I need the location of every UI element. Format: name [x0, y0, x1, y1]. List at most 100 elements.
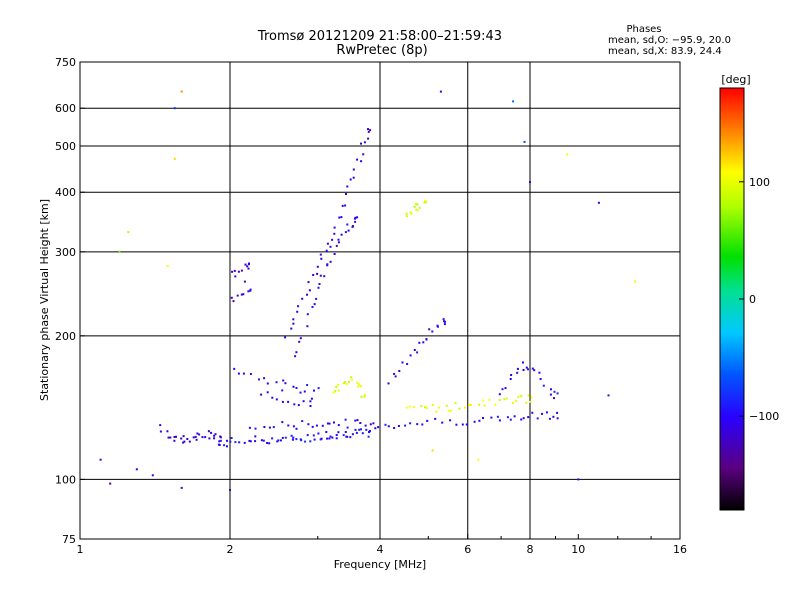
data-point [306, 434, 309, 437]
data-point [498, 399, 501, 402]
data-point [374, 427, 377, 430]
data-point [424, 199, 427, 202]
data-point [268, 426, 271, 429]
data-point [229, 440, 232, 443]
x-tick-label: 1 [77, 543, 84, 556]
data-point [352, 225, 354, 228]
data-point [335, 244, 338, 247]
data-point [523, 140, 526, 143]
data-point [213, 437, 216, 440]
data-point [530, 396, 533, 399]
data-point [359, 422, 362, 424]
data-point [204, 436, 207, 439]
data-point [443, 323, 446, 326]
data-point [369, 423, 372, 426]
data-point [337, 431, 340, 434]
data-point [360, 395, 363, 398]
data-point [418, 206, 421, 209]
data-point [522, 369, 525, 371]
data-point [287, 400, 290, 403]
data-point [333, 232, 336, 235]
data-point [333, 226, 336, 229]
data-point [320, 257, 323, 260]
data-point [151, 474, 154, 477]
colorbar-tick-label: 0 [749, 293, 756, 306]
data-point [249, 440, 252, 443]
data-point [309, 405, 312, 407]
data-point [542, 384, 545, 387]
x-tick-label: 16 [673, 543, 687, 556]
data-point [414, 203, 417, 206]
data-point [365, 428, 368, 431]
data-point [249, 288, 252, 291]
stats-heading: Phases [626, 24, 661, 35]
data-point [454, 402, 457, 405]
colorbar-tick-label: 100 [749, 176, 770, 189]
data-point [510, 374, 513, 376]
colorbar-label: [deg] [721, 73, 750, 86]
data-point [439, 90, 442, 93]
data-point [295, 438, 298, 441]
data-point [442, 318, 445, 321]
data-point [284, 382, 287, 385]
data-point [159, 430, 162, 433]
data-point [309, 440, 312, 443]
data-point [529, 400, 532, 403]
data-point [498, 393, 501, 396]
data-point [424, 406, 426, 409]
data-point [306, 384, 309, 386]
data-point [242, 372, 245, 375]
data-point [344, 431, 347, 433]
data-point [431, 449, 434, 452]
x-axis-label: Frequency [MHz] [334, 558, 426, 571]
data-point [354, 428, 357, 431]
data-point [387, 425, 390, 428]
data-point [346, 223, 349, 226]
data-point [254, 427, 257, 430]
data-point [240, 293, 243, 296]
data-point [247, 267, 250, 270]
data-point [234, 275, 237, 278]
data-point [482, 399, 485, 402]
data-point [316, 272, 319, 275]
data-point [431, 404, 434, 406]
data-point [188, 440, 191, 443]
data-point [281, 389, 284, 392]
data-point [341, 204, 344, 207]
data-point [297, 305, 300, 308]
data-point [517, 395, 520, 398]
data-point [420, 404, 423, 407]
data-point [478, 403, 481, 406]
data-point [315, 424, 318, 427]
data-point [436, 325, 439, 328]
data-point [520, 418, 523, 421]
data-point [268, 442, 271, 445]
data-point [478, 419, 481, 422]
data-point [311, 425, 314, 428]
data-point [431, 330, 434, 333]
data-point [325, 431, 328, 433]
data-point [328, 437, 331, 440]
data-point [522, 417, 525, 420]
data-point [237, 372, 240, 375]
data-point [424, 201, 427, 204]
data-point [315, 297, 318, 300]
data-point [361, 432, 364, 435]
data-point [307, 423, 310, 426]
data-point [248, 262, 250, 265]
data-point [556, 417, 559, 420]
data-point [325, 249, 328, 252]
data-point [290, 434, 293, 437]
data-point [326, 437, 329, 440]
data-point [356, 216, 359, 219]
data-point [247, 290, 250, 293]
data-point [331, 238, 334, 241]
data-point [413, 349, 416, 351]
data-point [192, 436, 195, 439]
data-point [317, 432, 320, 435]
data-point [553, 390, 556, 393]
data-point [410, 212, 413, 215]
data-point [527, 368, 529, 371]
data-point [398, 370, 401, 372]
data-point [506, 416, 509, 419]
